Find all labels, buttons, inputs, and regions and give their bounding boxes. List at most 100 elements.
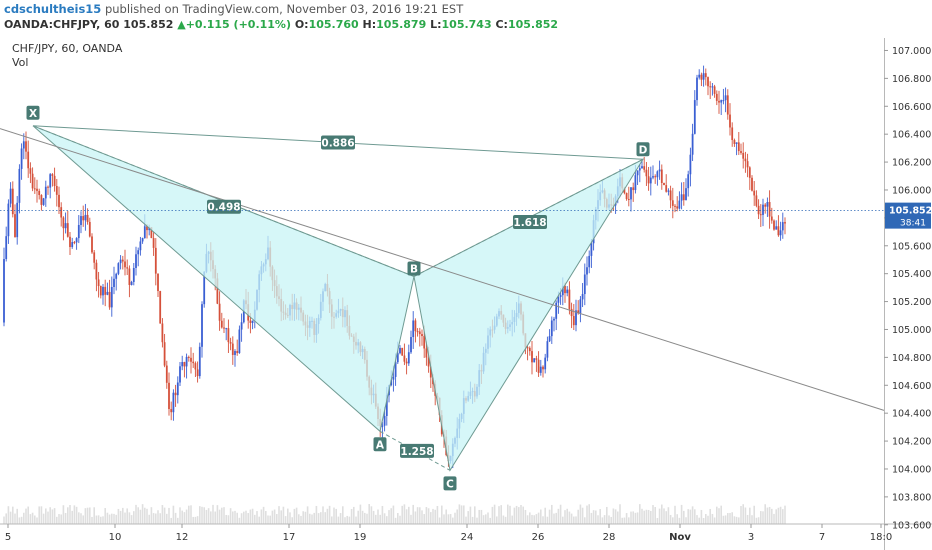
candle-body	[649, 177, 652, 184]
candle-body	[678, 200, 681, 209]
candle-body	[251, 320, 254, 323]
y-tick-label: 104.400	[892, 409, 931, 420]
candle-body	[117, 263, 120, 274]
volume-bar	[267, 515, 269, 524]
volume-bar	[551, 504, 553, 524]
volume-bar	[434, 509, 436, 524]
ratio-label[interactable]: 0.886	[321, 135, 355, 150]
volume-bar	[78, 512, 80, 524]
y-tick-label: 104.800	[892, 353, 931, 364]
volume-bar	[185, 509, 188, 524]
candle-body	[20, 148, 23, 169]
volume-bar	[18, 517, 21, 524]
volume-bar	[223, 507, 225, 524]
volume-bar	[146, 508, 148, 524]
close-value: 105.852	[507, 18, 559, 31]
last-price-tag-bg	[885, 202, 931, 229]
volume-bar	[493, 504, 496, 524]
volume-bar	[370, 506, 373, 524]
up-arrow-icon: ▲	[177, 18, 186, 31]
price-axis[interactable]: 107.000 106.800 106.600 106.400 106.200 106.0…	[884, 46, 931, 531]
pattern-point-a[interactable]: A	[373, 437, 387, 452]
candle-body	[557, 296, 560, 303]
low-label: L:	[430, 18, 442, 31]
volume-bar	[108, 514, 111, 524]
y-tick-label: 106.200	[892, 158, 931, 169]
volume-bar	[518, 507, 520, 524]
candle-body	[53, 175, 56, 187]
point-label-text: A	[376, 439, 385, 451]
volume-bar	[427, 508, 430, 524]
volume-bar	[295, 507, 298, 524]
candle-body	[62, 217, 65, 229]
candle-body	[102, 286, 104, 296]
volume-bar	[229, 508, 232, 524]
volume-bar	[315, 505, 318, 524]
candle-body	[75, 238, 78, 243]
x-tick-label: 5	[5, 532, 11, 543]
candle-body	[528, 347, 531, 352]
y-tick-label: 107.000	[892, 46, 931, 57]
candle-body	[555, 302, 558, 319]
candle-body	[691, 133, 694, 155]
volume-bar	[685, 517, 687, 524]
volume-bar	[694, 509, 696, 524]
volume-bar	[553, 513, 555, 524]
candle-body	[58, 194, 60, 208]
volume-bar	[27, 506, 29, 524]
pattern-point-c[interactable]: C	[443, 476, 457, 491]
time-axis[interactable]: 5 10 12 17 19 24 26 28 Nov 3 7 18:0	[5, 524, 892, 543]
candle-body	[165, 365, 168, 383]
candle-body	[583, 274, 586, 295]
ratio-label-text: 0.498	[207, 202, 240, 214]
volume-bar	[364, 512, 366, 524]
x-tick-label: 3	[748, 532, 754, 543]
candle-body	[7, 203, 10, 237]
y-tick-label: 106.600	[892, 102, 931, 113]
candle-body	[119, 259, 122, 264]
author-link[interactable]: cdschultheis15	[4, 2, 102, 16]
volume-bar	[372, 510, 375, 524]
volume-bar	[716, 506, 718, 524]
pattern-point-b[interactable]: B	[407, 261, 421, 276]
x-tick-label: 18:0	[870, 532, 892, 543]
volume-bar	[210, 511, 212, 524]
pattern-point-d[interactable]: D	[636, 142, 650, 157]
ratio-label[interactable]: 0.498	[207, 199, 241, 214]
volume-bar	[460, 505, 463, 524]
volume-bar	[383, 513, 386, 524]
y-tick-label: 103.800	[892, 492, 931, 503]
candle-body	[194, 363, 197, 370]
volume-bar	[40, 506, 43, 524]
volume-indicator-label[interactable]: Vol	[12, 56, 28, 69]
chart-title: CHF/JPY, 60, OANDA	[12, 42, 123, 55]
volume-bar	[584, 517, 586, 524]
volume-bar	[353, 506, 355, 524]
volume-bar	[377, 509, 379, 524]
pattern-point-x[interactable]: X	[26, 105, 40, 120]
candle-body	[711, 86, 714, 88]
trendline[interactable]	[0, 128, 885, 411]
volume-bar	[729, 512, 731, 524]
harmonic-pattern[interactable]: 0.498 1.258 1.618 0.886 X A B C D	[0, 105, 885, 491]
ratio-label[interactable]: 1.258	[400, 443, 434, 458]
candle-body	[137, 250, 140, 255]
candle-body	[700, 74, 703, 80]
ratio-label[interactable]: 1.618	[513, 215, 547, 230]
volume-bar	[135, 504, 137, 524]
volume-bar	[320, 512, 322, 524]
volume-bar	[480, 509, 483, 524]
volume-bar	[522, 506, 524, 524]
volume-bar	[753, 505, 755, 524]
volume-bar	[137, 507, 139, 524]
volume-bar	[317, 513, 320, 524]
volume-bar	[100, 516, 102, 524]
volume-bar	[282, 506, 285, 524]
candle-body	[14, 214, 16, 238]
candle-body	[47, 186, 49, 188]
candle-body	[229, 342, 232, 344]
candle-body	[394, 362, 397, 377]
volume-bar	[122, 507, 124, 524]
volume-bar	[183, 512, 186, 524]
